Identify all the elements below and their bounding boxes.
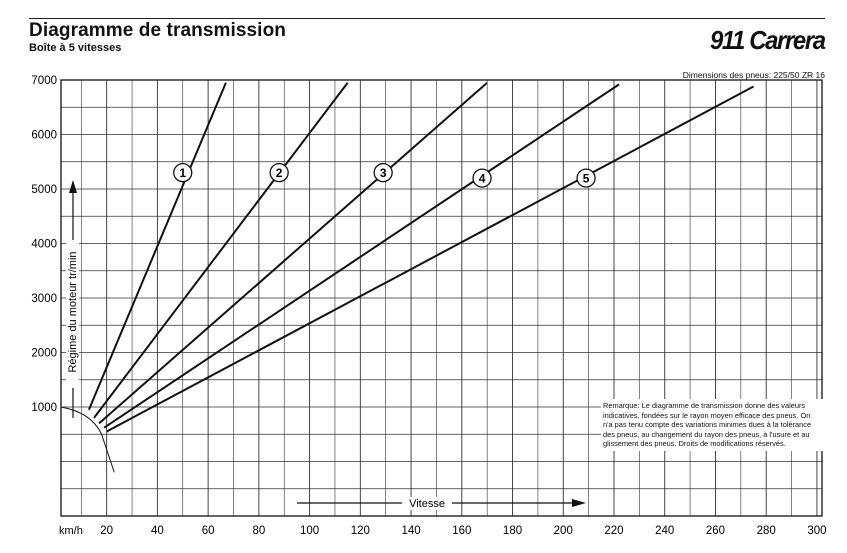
gear-line-3 bbox=[98, 81, 488, 425]
x-tick-label: 20 bbox=[100, 525, 113, 537]
gear-label: 4 bbox=[479, 172, 486, 186]
plot-frame bbox=[60, 79, 823, 517]
y-tick-label: 4000 bbox=[31, 239, 57, 251]
y-tick-label: 2000 bbox=[31, 348, 57, 360]
gear-line-5 bbox=[106, 85, 754, 433]
x-tick-label: 100 bbox=[300, 525, 319, 537]
gear-label: 2 bbox=[276, 166, 283, 180]
x-tick-label: 220 bbox=[604, 525, 623, 537]
gear-line-2 bbox=[93, 82, 349, 419]
gear-circle bbox=[173, 162, 193, 183]
x-tick-label: 260 bbox=[706, 525, 725, 537]
x-axis-arrow-head bbox=[572, 499, 586, 507]
gear-circle bbox=[472, 168, 492, 188]
y-tick-label: 5000 bbox=[31, 184, 57, 196]
gear-label: 3 bbox=[380, 166, 387, 180]
idle-curve bbox=[60, 406, 115, 473]
gear-circle bbox=[576, 168, 596, 188]
y-axis-arrow-head bbox=[69, 180, 77, 193]
tire-spec: Dimensions des pneus: 225/50 ZR 16 bbox=[682, 70, 825, 80]
gear-line-4 bbox=[103, 83, 620, 429]
y-tick-label: 3000 bbox=[31, 293, 57, 305]
chart-subtitle: Boîte à 5 vitesses bbox=[29, 42, 122, 54]
x-axis-label-bg bbox=[402, 497, 452, 510]
x-tick-label: 240 bbox=[655, 525, 674, 537]
chart-title: Diagramme de transmission bbox=[29, 20, 286, 41]
y-tick-label: 7000 bbox=[31, 75, 57, 87]
gear-labels: 1 2 3 4 5 bbox=[173, 162, 596, 188]
x-tick-label: 60 bbox=[202, 525, 215, 537]
x-tick-label: 80 bbox=[252, 525, 265, 537]
header-rule bbox=[29, 18, 825, 19]
series-lines bbox=[87, 81, 754, 433]
gear-circle bbox=[373, 162, 393, 183]
remark-note: Remarque: Le diagramme de transmission d… bbox=[601, 399, 823, 451]
gear-circle bbox=[269, 162, 289, 183]
brand-logo: 911 Carrera bbox=[710, 25, 826, 55]
y-axis-label-bg bbox=[66, 240, 79, 388]
x-tick-label: 200 bbox=[554, 525, 573, 537]
x-axis-label: Vitesse bbox=[409, 498, 445, 510]
grid bbox=[61, 80, 822, 516]
x-tick-label: 120 bbox=[351, 525, 370, 537]
x-tick-label: 180 bbox=[503, 525, 522, 537]
y-tick-label: 1000 bbox=[31, 402, 57, 414]
x-unit-label: km/h bbox=[59, 525, 83, 537]
x-tick-label: 160 bbox=[452, 525, 471, 537]
y-axis-label: Régime du moteur tr/min bbox=[67, 251, 79, 372]
x-tick-label: 140 bbox=[401, 525, 420, 537]
gear-line-1 bbox=[87, 82, 227, 411]
gear-label: 1 bbox=[179, 166, 186, 180]
y-tick-label: 6000 bbox=[31, 130, 57, 142]
axes: 1000 2000 3000 4000 5000 6000 7000 20 40 60 80 100 1… bbox=[31, 75, 826, 537]
gear-label: 5 bbox=[583, 172, 590, 186]
x-tick-label: 280 bbox=[757, 525, 776, 537]
x-tick-label: 40 bbox=[151, 525, 164, 537]
x-tick-label: 300 bbox=[807, 525, 826, 537]
